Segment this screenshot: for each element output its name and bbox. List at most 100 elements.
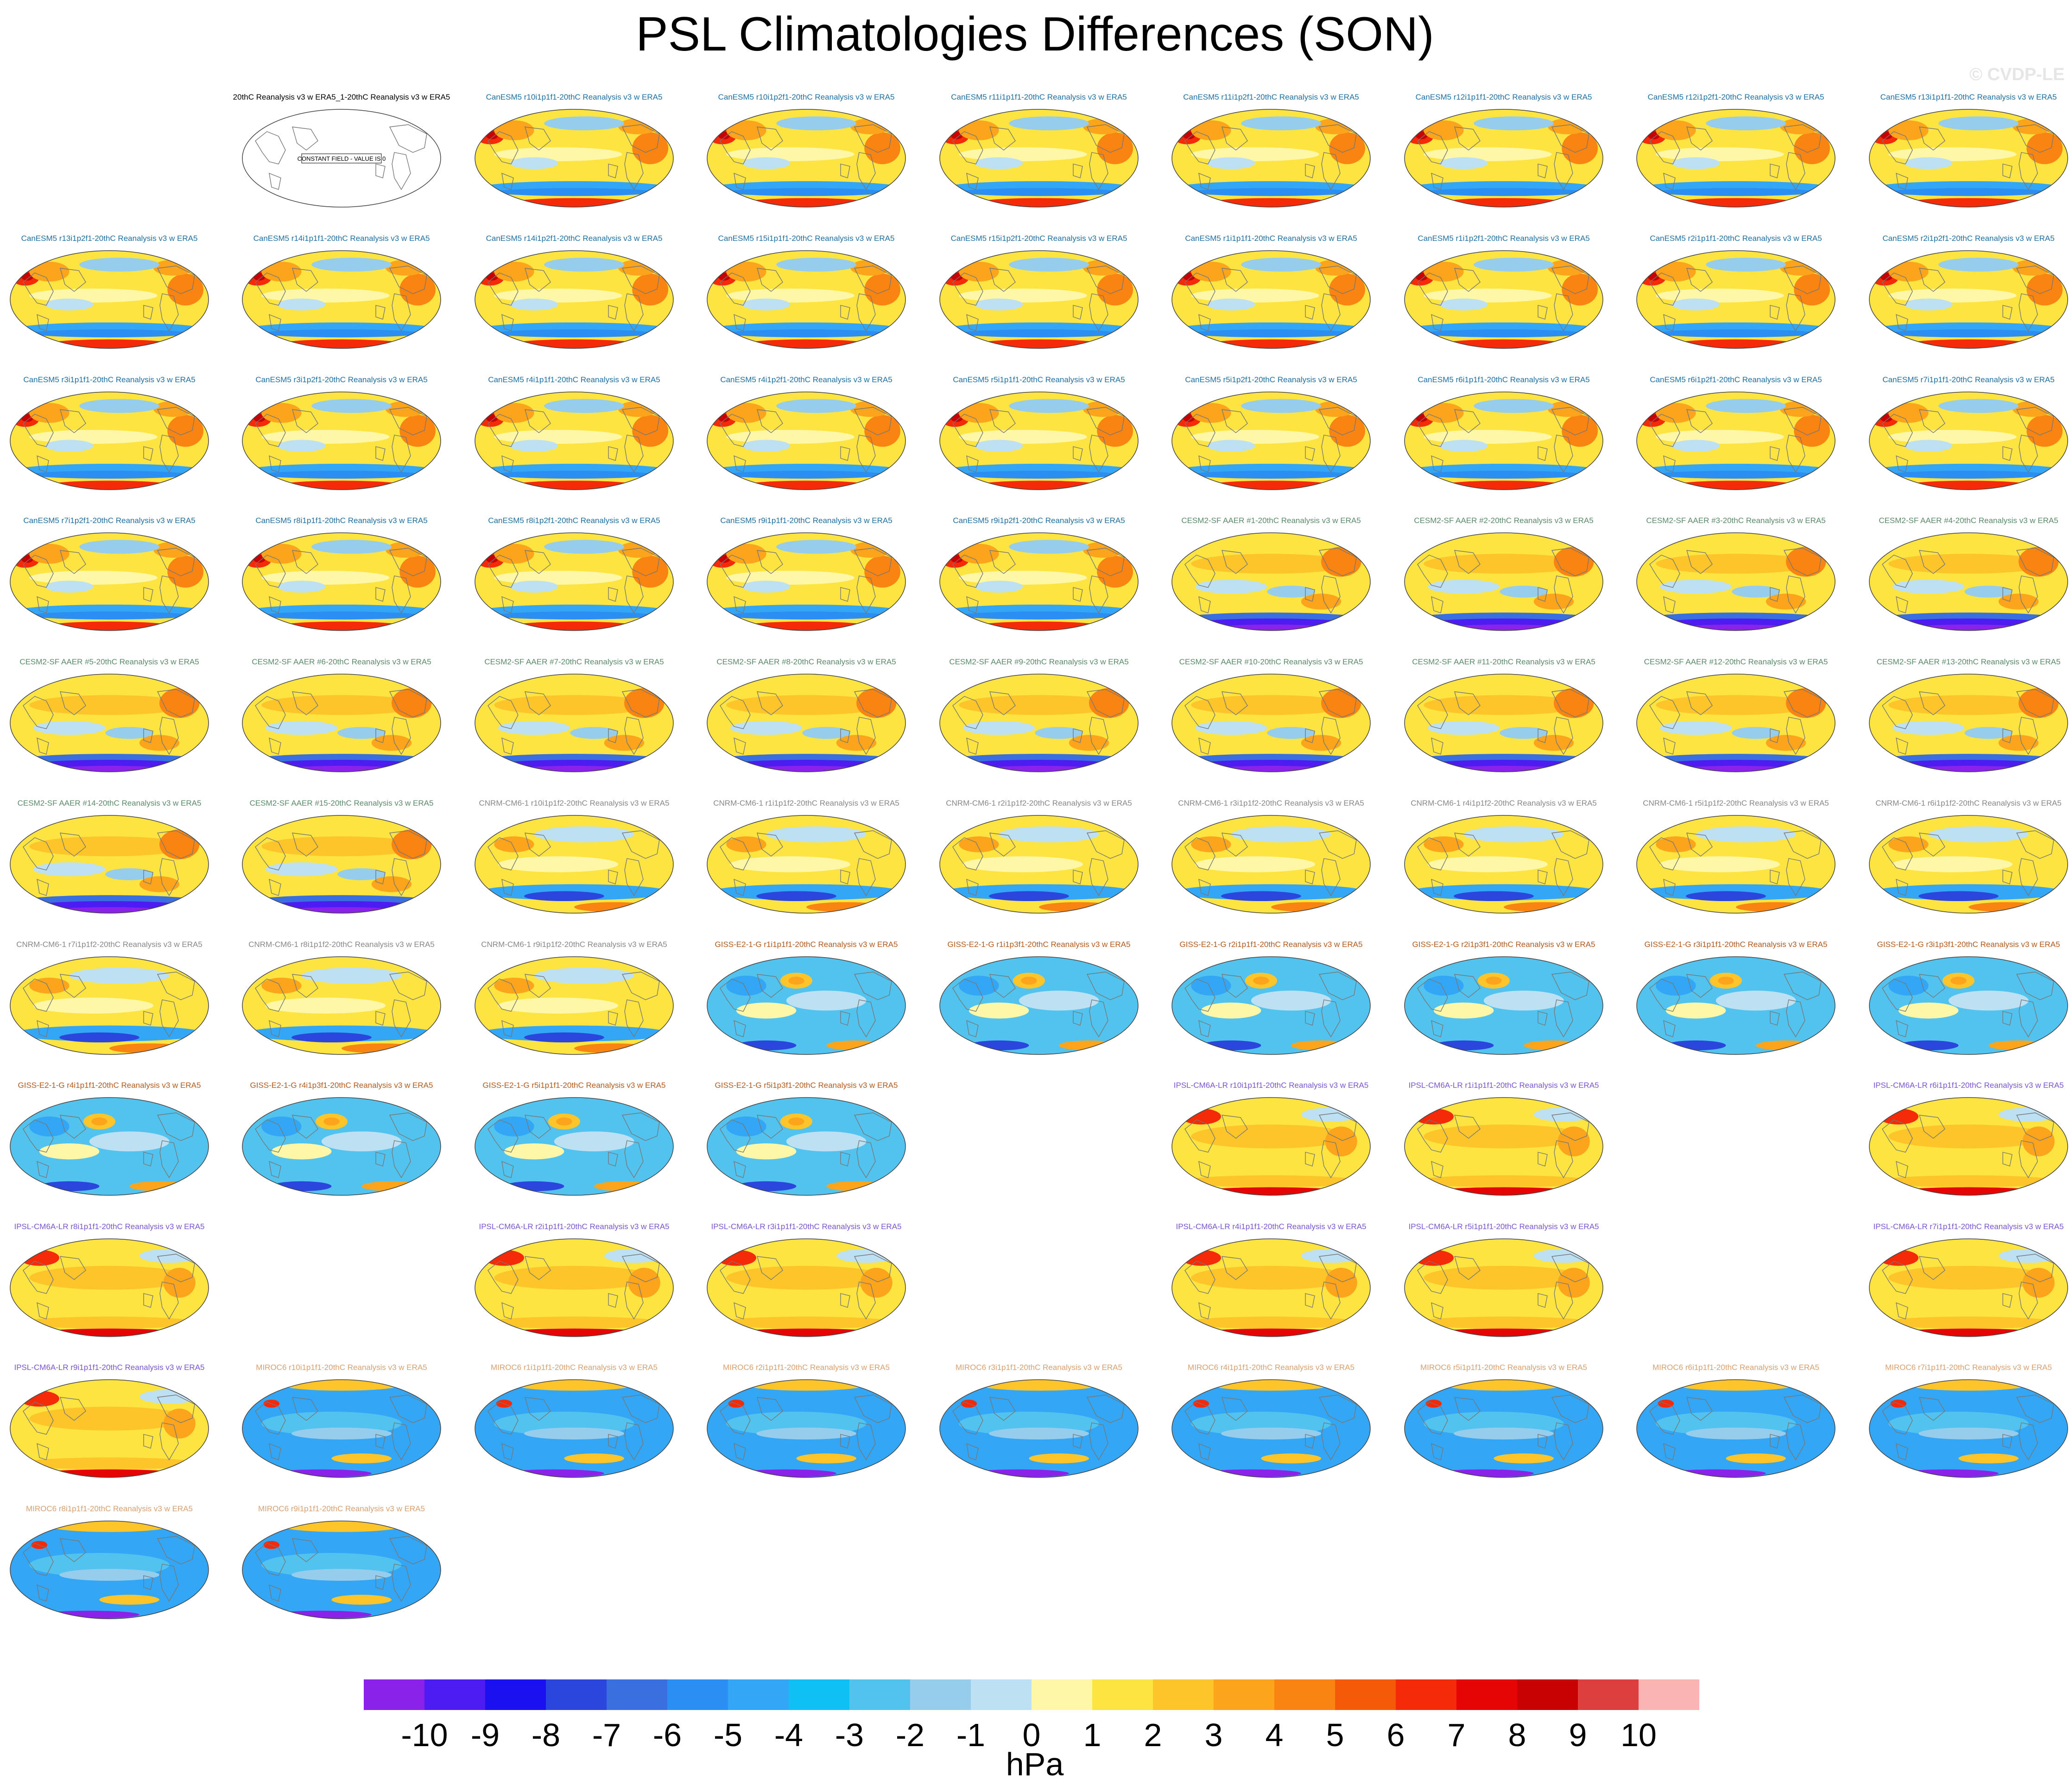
map-plot	[939, 391, 1139, 490]
map-plot	[1869, 250, 2068, 349]
panel-title: IPSL-CM6A-LR r5i1p1f1-20thC Reanalysis v…	[1408, 1222, 1599, 1231]
map-plot	[475, 1238, 674, 1337]
map-plot	[707, 1238, 906, 1337]
panel-title: CESM2-SF AAER #8-20thC Reanalysis v3 w E…	[716, 657, 896, 666]
map-panel: CESM2-SF AAER #5-20thC Reanalysis v3 w E…	[9, 657, 209, 773]
panel-title: CanESM5 r3i1p1f1-20thC Reanalysis v3 w E…	[23, 375, 196, 384]
panel-title: GISS-E2-1-G r3i1p3f1-20thC Reanalysis v3…	[1877, 940, 2060, 949]
panel-title: CanESM5 r6i1p2f1-20thC Reanalysis v3 w E…	[1650, 375, 1822, 384]
map-panel: CESM2-SF AAER #8-20thC Reanalysis v3 w E…	[706, 657, 906, 773]
colorbar-swatch	[1456, 1679, 1517, 1710]
panel-title: CanESM5 r4i1p2f1-20thC Reanalysis v3 w E…	[720, 375, 893, 384]
colorbar-tick-label: -5	[713, 1717, 743, 1753]
colorbar-tick-label: -2	[895, 1717, 925, 1753]
map-panel: CanESM5 r7i1p1f1-20thC Reanalysis v3 w E…	[1868, 375, 2069, 491]
map-panel: MIROC6 r4i1p1f1-20thC Reanalysis v3 w ER…	[1171, 1363, 1371, 1478]
map-plot	[1171, 1379, 1371, 1478]
map-panel: MIROC6 r2i1p1f1-20thC Reanalysis v3 w ER…	[706, 1363, 906, 1478]
map-plot	[707, 532, 906, 631]
watermark: © CVDP-LE	[1969, 65, 2065, 84]
panel-title: CanESM5 r3i1p2f1-20thC Reanalysis v3 w E…	[255, 375, 428, 384]
map-plot	[1171, 674, 1371, 772]
map-panel: CanESM5 r13i1p1f1-20thC Reanalysis v3 w …	[1868, 93, 2069, 208]
map-plot	[10, 391, 209, 490]
map-plot	[242, 391, 441, 490]
map-plot	[1404, 1097, 1603, 1196]
map-plot	[242, 1097, 441, 1196]
colorbar-swatch	[667, 1679, 728, 1710]
map-panel: MIROC6 r8i1p1f1-20thC Reanalysis v3 w ER…	[9, 1504, 209, 1620]
panel-title: CanESM5 r2i1p1f1-20thC Reanalysis v3 w E…	[1650, 234, 1822, 243]
colorbar-swatch	[1092, 1679, 1153, 1710]
map-panel: CNRM-CM6-1 r3i1p1f2-20thC Reanalysis v3 …	[1171, 799, 1371, 914]
panel-title: CanESM5 r12i1p2f1-20thC Reanalysis v3 w …	[1647, 93, 1824, 101]
map-plot	[242, 532, 441, 631]
panel-title: IPSL-CM6A-LR r2i1p1f1-20thC Reanalysis v…	[479, 1222, 670, 1231]
map-panel: CESM2-SF AAER #12-20thC Reanalysis v3 w …	[1636, 657, 1836, 773]
panel-title: CESM2-SF AAER #5-20thC Reanalysis v3 w E…	[19, 657, 199, 666]
map-panel: CESM2-SF AAER #7-20thC Reanalysis v3 w E…	[474, 657, 674, 773]
panel-title: CanESM5 r5i1p2f1-20thC Reanalysis v3 w E…	[1185, 375, 1357, 384]
map-panel: IPSL-CM6A-LR r7i1p1f1-20thC Reanalysis v…	[1868, 1222, 2069, 1338]
map-panel: CanESM5 r15i1p1f1-20thC Reanalysis v3 w …	[706, 234, 906, 349]
map-plot	[1869, 815, 2068, 914]
panel-title: GISS-E2-1-G r1i1p1f1-20thC Reanalysis v3…	[715, 940, 898, 949]
colorbar-swatch	[789, 1679, 849, 1710]
colorbar-tick-label: -9	[470, 1717, 500, 1753]
map-panel: GISS-E2-1-G r4i1p1f1-20thC Reanalysis v3…	[9, 1081, 209, 1196]
panel-title: MIROC6 r4i1p1f1-20thC Reanalysis v3 w ER…	[1188, 1363, 1355, 1372]
map-panel: IPSL-CM6A-LR r2i1p1f1-20thC Reanalysis v…	[474, 1222, 674, 1338]
map-panel: CESM2-SF AAER #6-20thC Reanalysis v3 w E…	[241, 657, 442, 773]
map-plot	[1869, 1097, 2068, 1196]
map-panel: CESM2-SF AAER #13-20thC Reanalysis v3 w …	[1868, 657, 2069, 773]
panel-title: CanESM5 r15i1p2f1-20thC Reanalysis v3 w …	[950, 234, 1127, 243]
map-plot	[939, 109, 1139, 208]
map-panel: CanESM5 r2i1p2f1-20thC Reanalysis v3 w E…	[1868, 234, 2069, 349]
map-plot	[1171, 250, 1371, 349]
map-panel: CanESM5 r15i1p2f1-20thC Reanalysis v3 w …	[939, 234, 1139, 349]
panel-title: CESM2-SF AAER #12-20thC Reanalysis v3 w …	[1644, 657, 1828, 666]
panel-title: CNRM-CM6-1 r6i1p1f2-20thC Reanalysis v3 …	[1875, 799, 2062, 808]
map-plot	[1636, 815, 1836, 914]
map-plot	[1636, 391, 1836, 490]
panel-title: CanESM5 r15i1p1f1-20thC Reanalysis v3 w …	[718, 234, 895, 243]
map-plot	[475, 109, 674, 208]
colorbar-swatch	[1578, 1679, 1639, 1710]
map-plot	[1636, 674, 1836, 772]
colorbar-swatch	[1335, 1679, 1396, 1710]
map-plot	[1404, 815, 1603, 914]
panel-title: MIROC6 r10i1p1f1-20thC Reanalysis v3 w E…	[256, 1363, 427, 1372]
map-plot	[1869, 1238, 2068, 1337]
panel-title: CanESM5 r8i1p1f1-20thC Reanalysis v3 w E…	[255, 516, 428, 525]
panel-title: CanESM5 r12i1p1f1-20thC Reanalysis v3 w …	[1415, 93, 1592, 101]
panel-title: CESM2-SF AAER #6-20thC Reanalysis v3 w E…	[252, 657, 431, 666]
panel-title: IPSL-CM6A-LR r4i1p1f1-20thC Reanalysis v…	[1176, 1222, 1367, 1231]
map-plot	[475, 674, 674, 772]
map-plot	[242, 1521, 441, 1619]
map-panel: MIROC6 r1i1p1f1-20thC Reanalysis v3 w ER…	[474, 1363, 674, 1478]
colorbar-swatch	[971, 1679, 1032, 1710]
map-plot	[1869, 674, 2068, 772]
map-panel: MIROC6 r9i1p1f1-20thC Reanalysis v3 w ER…	[241, 1504, 442, 1620]
panel-title: CanESM5 r5i1p1f1-20thC Reanalysis v3 w E…	[953, 375, 1125, 384]
panel-title: CanESM5 r1i1p2f1-20thC Reanalysis v3 w E…	[1418, 234, 1590, 243]
map-panel: MIROC6 r10i1p1f1-20thC Reanalysis v3 w E…	[241, 1363, 442, 1478]
map-panel: CNRM-CM6-1 r5i1p1f2-20thC Reanalysis v3 …	[1636, 799, 1836, 914]
map-panel: MIROC6 r3i1p1f1-20thC Reanalysis v3 w ER…	[939, 1363, 1139, 1478]
panel-title: CanESM5 r13i1p1f1-20thC Reanalysis v3 w …	[1880, 93, 2057, 101]
panel-title: CNRM-CM6-1 r8i1p1f2-20thC Reanalysis v3 …	[248, 940, 435, 949]
panel-title: IPSL-CM6A-LR r3i1p1f1-20thC Reanalysis v…	[711, 1222, 902, 1231]
map-plot	[1404, 1379, 1603, 1478]
map-panel: MIROC6 r6i1p1f1-20thC Reanalysis v3 w ER…	[1636, 1363, 1836, 1478]
panel-title: 20thC Reanalysis v3 w ERA5_1-20thC Reana…	[233, 93, 450, 101]
map-panel: IPSL-CM6A-LR r3i1p1f1-20thC Reanalysis v…	[706, 1222, 906, 1338]
map-panel: GISS-E2-1-G r3i1p3f1-20thC Reanalysis v3…	[1868, 940, 2069, 1055]
map-panel: CanESM5 r13i1p2f1-20thC Reanalysis v3 w …	[9, 234, 209, 349]
panel-title: MIROC6 r9i1p1f1-20thC Reanalysis v3 w ER…	[258, 1504, 425, 1513]
map-plot	[1171, 109, 1371, 208]
map-plot	[707, 109, 906, 208]
map-panel: IPSL-CM6A-LR r9i1p1f1-20thC Reanalysis v…	[9, 1363, 209, 1478]
colorbar-tick-label: 2	[1144, 1717, 1162, 1753]
map-panel: CESM2-SF AAER #15-20thC Reanalysis v3 w …	[241, 799, 442, 914]
map-panel: CESM2-SF AAER #3-20thC Reanalysis v3 w E…	[1636, 516, 1836, 631]
